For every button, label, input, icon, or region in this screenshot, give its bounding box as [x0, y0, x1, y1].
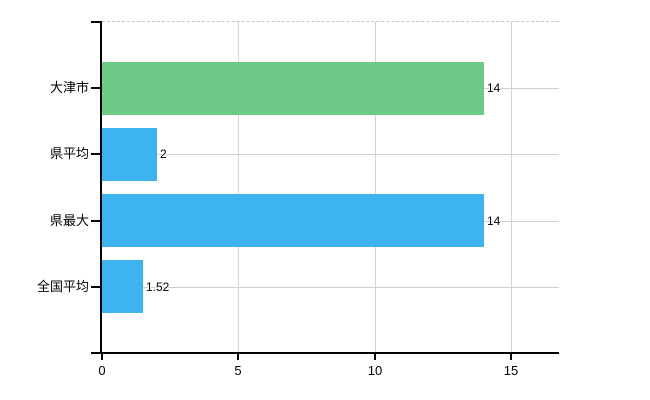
- y-axis: [100, 22, 102, 354]
- y-axis-tick: [91, 220, 102, 222]
- bar-value-label: 14: [487, 214, 501, 228]
- bar-value-label: 2: [160, 147, 167, 161]
- bar-value-label: 14: [487, 81, 501, 95]
- x-gridline: [375, 22, 376, 353]
- y-gridline: [102, 287, 559, 288]
- y-axis-end-tick: [91, 21, 102, 23]
- x-tick-label: 15: [503, 363, 519, 378]
- x-axis-tick: [374, 354, 376, 360]
- x-axis-tick: [101, 354, 103, 360]
- category-label: 大津市: [49, 80, 89, 95]
- y-gridline: [102, 154, 559, 155]
- x-tick-label: 10: [367, 363, 383, 378]
- y-axis-tick: [91, 87, 102, 89]
- category-label: 全国平均: [36, 279, 89, 294]
- bar: [102, 260, 143, 313]
- bar-value-label: 1.52: [146, 280, 170, 294]
- x-axis-tick: [237, 354, 239, 360]
- plot-top-border: [102, 21, 559, 22]
- category-label: 県最大: [49, 213, 89, 228]
- x-axis: [91, 352, 559, 354]
- bar: [102, 194, 484, 247]
- x-tick-label: 0: [98, 363, 106, 378]
- category-label: 県平均: [49, 146, 89, 161]
- bar: [102, 62, 484, 115]
- y-axis-tick: [91, 286, 102, 288]
- x-gridline: [238, 22, 239, 353]
- bar: [102, 128, 157, 181]
- y-axis-tick: [91, 153, 102, 155]
- x-tick-label: 5: [234, 363, 242, 378]
- x-gridline: [511, 22, 512, 353]
- x-axis-tick: [510, 354, 512, 360]
